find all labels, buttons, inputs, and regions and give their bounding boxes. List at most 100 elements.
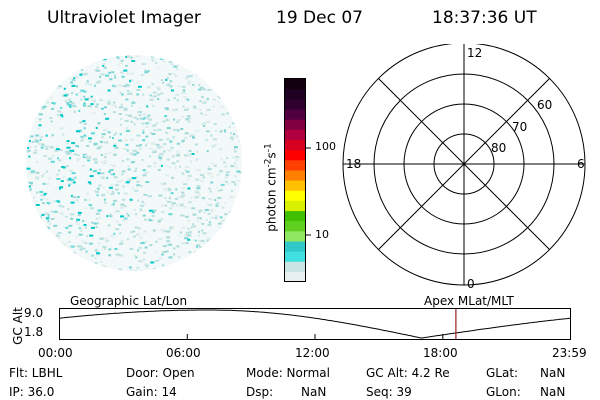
uv-emission-pixel: [60, 180, 64, 183]
uv-emission-pixel: [187, 187, 191, 190]
uv-emission-pixel: [224, 213, 228, 216]
uv-emission-pixel: [34, 149, 37, 152]
uv-emission-pixel: [157, 169, 161, 172]
uv-emission-pixel: [28, 188, 32, 191]
uv-emission-pixel: [185, 98, 188, 101]
uv-emission-pixel: [152, 151, 157, 154]
uv-emission-pixel: [83, 90, 87, 93]
uv-emission-pixel: [80, 52, 83, 54]
uv-emission-pixel: [153, 129, 156, 131]
uv-emission-pixel: [237, 179, 240, 182]
uv-emission-pixel: [70, 267, 74, 269]
dsp-label: Dsp:: [246, 385, 274, 399]
uv-emission-pixel: [226, 230, 229, 233]
uv-emission-pixel: [22, 84, 24, 86]
uv-emission-pixel: [76, 257, 80, 260]
uv-emission-pixel: [75, 93, 78, 96]
uv-emission-pixel: [220, 106, 225, 109]
uv-emission-pixel: [126, 212, 129, 215]
uv-emission-pixel: [127, 90, 130, 93]
uv-emission-pixel: [229, 136, 234, 139]
uv-emission-pixel: [118, 254, 123, 257]
uv-emission-pixel: [188, 120, 191, 123]
uv-emission-pixel: [92, 99, 96, 102]
uv-emission-pixel: [55, 70, 60, 73]
uv-emission-pixel: [72, 105, 77, 108]
uv-emission-pixel: [121, 93, 124, 96]
uv-emission-pixel: [102, 58, 107, 61]
uv-emission-pixel: [162, 245, 167, 248]
uv-emission-pixel: [21, 148, 23, 150]
uv-emission-pixel: [113, 176, 118, 179]
uv-emission-pixel: [247, 61, 250, 63]
uv-emission-pixel: [26, 59, 27, 62]
uv-emission-pixel: [104, 237, 108, 240]
uv-emission-pixel: [56, 234, 58, 237]
uv-emission-pixel: [183, 109, 187, 111]
uv-emission-pixel: [223, 234, 228, 237]
uv-emission-pixel: [210, 210, 213, 212]
uv-emission-pixel: [121, 170, 126, 173]
uv-emission-pixel: [203, 122, 207, 125]
uv-emission-pixel: [51, 107, 55, 110]
uv-emission-pixel: [89, 83, 92, 86]
uv-emission-pixel: [27, 214, 31, 217]
uv-emission-pixel: [137, 199, 140, 202]
uv-emission-pixel: [109, 213, 112, 216]
uv-emission-pixel: [102, 186, 105, 189]
uv-emission-pixel: [236, 105, 240, 108]
colorbar-band: [285, 240, 306, 252]
uv-emission-pixel: [112, 202, 115, 205]
uv-emission-pixel: [231, 239, 234, 242]
uv-emission-pixel: [26, 116, 31, 119]
uv-emission-pixel: [202, 232, 207, 235]
uv-emission-pixel: [59, 263, 62, 266]
uv-emission-pixel: [198, 230, 200, 233]
uv-emission-pixel: [61, 65, 64, 68]
uv-emission-pixel: [207, 223, 212, 226]
uv-emission-pixel: [26, 268, 29, 271]
uv-emission-pixel: [156, 52, 158, 54]
uv-emission-pixel: [225, 75, 228, 78]
uv-emission-pixel: [155, 143, 160, 146]
uv-emission-pixel: [229, 59, 232, 61]
uv-emission-pixel: [144, 246, 148, 249]
uv-emission-pixel: [186, 178, 190, 181]
uv-emission-pixel: [170, 192, 174, 195]
uv-emission-pixel: [131, 187, 135, 190]
uv-emission-pixel: [86, 235, 89, 238]
uv-emission-pixel: [44, 257, 47, 260]
uv-emission-pixel: [167, 187, 171, 190]
uv-emission-pixel: [38, 266, 42, 269]
uv-emission-pixel: [96, 103, 99, 106]
uv-emission-pixel: [122, 85, 127, 88]
uv-emission-pixel: [38, 89, 42, 92]
uv-emission-pixel: [239, 218, 242, 221]
uv-emission-pixel: [20, 269, 23, 271]
uv-emission-pixel: [122, 198, 126, 201]
uv-emission-pixel: [133, 209, 136, 211]
uv-emission-pixel: [116, 56, 120, 59]
uv-emission-pixel: [27, 61, 30, 64]
uv-emission-pixel: [223, 61, 228, 64]
uv-emission-pixel: [59, 187, 61, 190]
uv-emission-pixel: [94, 161, 98, 164]
uv-emission-pixel: [235, 204, 239, 207]
uv-emission-pixel: [126, 149, 129, 152]
uv-emission-pixel: [246, 273, 250, 275]
uv-emission-pixel: [221, 271, 225, 273]
uv-emission-pixel: [193, 107, 197, 110]
uv-emission-pixel: [106, 215, 109, 218]
uv-emission-pixel: [120, 123, 122, 126]
uv-emission-pixel: [206, 150, 209, 152]
uv-emission-pixel: [50, 210, 54, 213]
uv-emission-pixel: [105, 240, 108, 243]
uv-emission-pixel: [163, 143, 167, 146]
uv-emission-pixel: [186, 277, 188, 279]
uv-emission-pixel: [20, 123, 23, 125]
uv-emission-pixel: [233, 150, 237, 153]
uv-emission-pixel: [229, 108, 232, 111]
uv-emission-pixel: [206, 65, 210, 68]
uv-emission-pixel: [119, 133, 122, 136]
uv-emission-pixel: [108, 71, 112, 74]
